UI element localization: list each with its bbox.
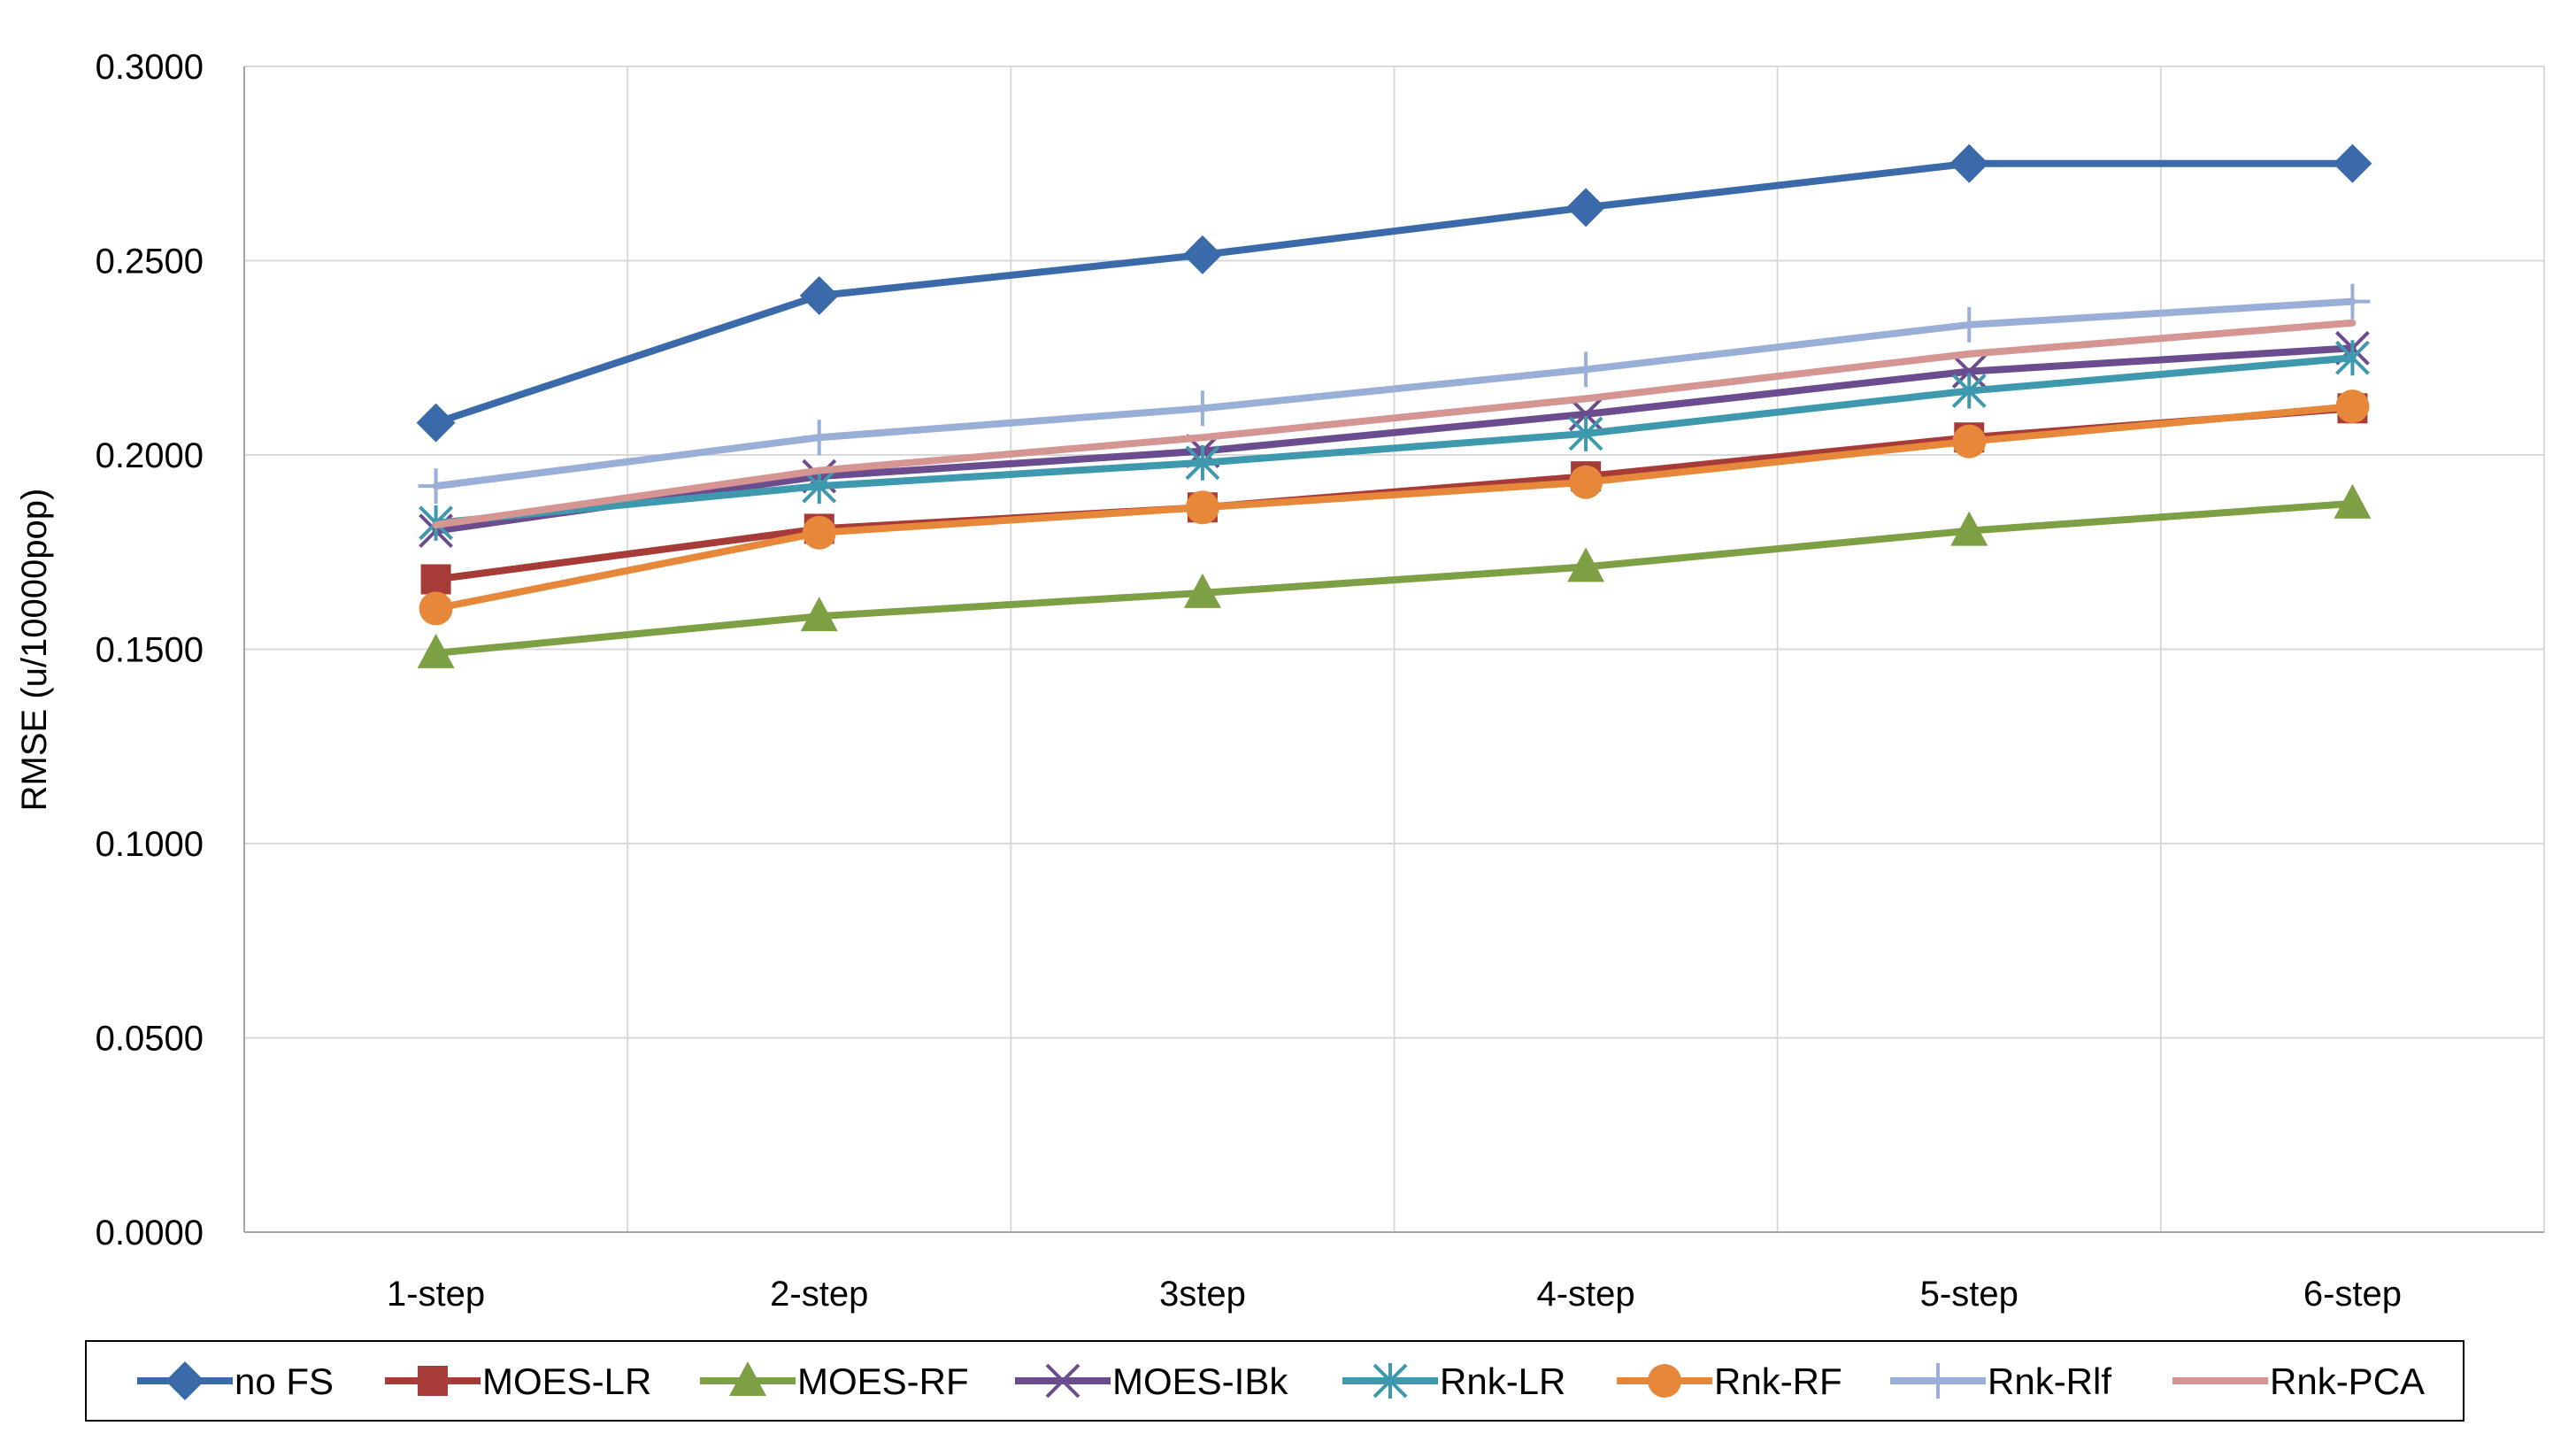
data-point xyxy=(2333,143,2372,183)
data-point xyxy=(1949,143,1989,183)
data-point xyxy=(799,276,839,316)
series-line xyxy=(432,403,2357,613)
x-tick-label: 6-step xyxy=(2303,1275,2402,1314)
legend: no FS MOES-LR MOES-RF MOES-IBk Rnk-LR Rnk-RF R… xyxy=(85,1340,2465,1422)
legend-item: Rnk-PCA xyxy=(2172,1360,2425,1402)
x-tick-label: 3step xyxy=(1159,1275,1246,1314)
data-point xyxy=(2334,283,2371,320)
data-point xyxy=(417,633,455,668)
legend-item: MOES-IBk xyxy=(1015,1360,1288,1402)
legend-item: no FS xyxy=(137,1360,334,1402)
legend-item: MOES-RF xyxy=(700,1360,969,1402)
data-point xyxy=(800,597,838,632)
data-point xyxy=(1952,424,1987,459)
legend-marker xyxy=(1648,1364,1681,1398)
legend-marker xyxy=(1045,1363,1080,1399)
y-tick-label: 0.1500 xyxy=(96,631,204,670)
data-point xyxy=(1185,490,1219,525)
legend-label: Rnk-LR xyxy=(1440,1360,1565,1402)
series-rnk-rlf xyxy=(418,283,2371,505)
data-point xyxy=(1951,306,1988,343)
legend-label: Rnk-RF xyxy=(1714,1360,1842,1402)
legend-label: MOES-RF xyxy=(797,1360,969,1402)
legend-item: Rnk-Rlf xyxy=(1890,1360,2111,1402)
x-tick-labels: 1-step 2-step 3step 4-step 5-step 6-step xyxy=(387,1275,2402,1314)
data-point xyxy=(416,403,456,443)
data-point xyxy=(1182,235,1222,274)
y-tick-label: 0.1000 xyxy=(96,825,204,864)
data-point xyxy=(2334,483,2372,519)
series-line xyxy=(432,319,2357,529)
data-point xyxy=(1185,444,1220,481)
y-tick-label: 0.2500 xyxy=(96,243,204,281)
data-point xyxy=(1950,511,1988,546)
data-point xyxy=(1183,573,1221,608)
y-tick-label: 0.3000 xyxy=(96,48,204,87)
y-axis-title: RMSE (u/10000pop) xyxy=(15,489,54,812)
series-line xyxy=(432,159,2357,427)
y-tick-label: 0.0500 xyxy=(96,1020,204,1059)
data-point xyxy=(1569,465,1603,499)
series-line xyxy=(432,499,2357,657)
data-point xyxy=(418,468,454,505)
legend-marker xyxy=(165,1361,204,1400)
series-group xyxy=(416,143,2372,668)
x-tick-label: 1-step xyxy=(387,1275,485,1314)
legend-label: no FS xyxy=(235,1360,334,1402)
legend-box xyxy=(85,1340,2465,1422)
series-moes-rf xyxy=(417,483,2372,668)
data-point xyxy=(420,564,451,595)
data-point xyxy=(1951,373,1987,409)
axes xyxy=(243,66,2544,1233)
series-rnk-pca xyxy=(432,319,2357,529)
data-point xyxy=(801,420,837,456)
data-point xyxy=(1568,415,1603,451)
y-tick-label: 0.0000 xyxy=(96,1214,204,1252)
legend-label: MOES-IBk xyxy=(1112,1360,1288,1402)
x-tick-label: 5-step xyxy=(1920,1275,2019,1314)
legend-label: Rnk-PCA xyxy=(2270,1360,2425,1402)
data-point xyxy=(1566,188,1606,227)
gridlines xyxy=(244,66,2545,1232)
y-tick-label: 0.2000 xyxy=(96,436,204,475)
data-point xyxy=(802,515,836,550)
series-line xyxy=(432,344,2357,535)
data-point xyxy=(2335,389,2370,424)
legend-marker xyxy=(1373,1363,1408,1399)
legend-marker xyxy=(1920,1363,1956,1399)
data-point xyxy=(1567,547,1605,582)
data-point xyxy=(2335,340,2370,376)
legend-marker xyxy=(418,1366,448,1396)
legend-label: Rnk-Rlf xyxy=(1988,1360,2111,1402)
data-point xyxy=(419,591,453,626)
x-tick-label: 4-step xyxy=(1536,1275,1634,1314)
legend-item: Rnk-RF xyxy=(1617,1360,1842,1402)
data-point xyxy=(1184,390,1220,427)
legend-marker xyxy=(729,1361,766,1396)
x-tick-label: 2-step xyxy=(770,1275,868,1314)
y-tick-labels: 0.0000 0.0500 0.1000 0.1500 0.2000 0.2500 0.30… xyxy=(96,48,204,1252)
series-rnk-rf xyxy=(419,389,2370,626)
legend-item: Rnk-LR xyxy=(1342,1360,1565,1402)
legend-item: MOES-LR xyxy=(385,1360,651,1402)
series-line xyxy=(432,354,2357,527)
data-point xyxy=(1568,351,1604,388)
series-line xyxy=(432,297,2357,490)
series-no-fs xyxy=(416,143,2372,443)
legend-label: MOES-LR xyxy=(482,1360,651,1402)
